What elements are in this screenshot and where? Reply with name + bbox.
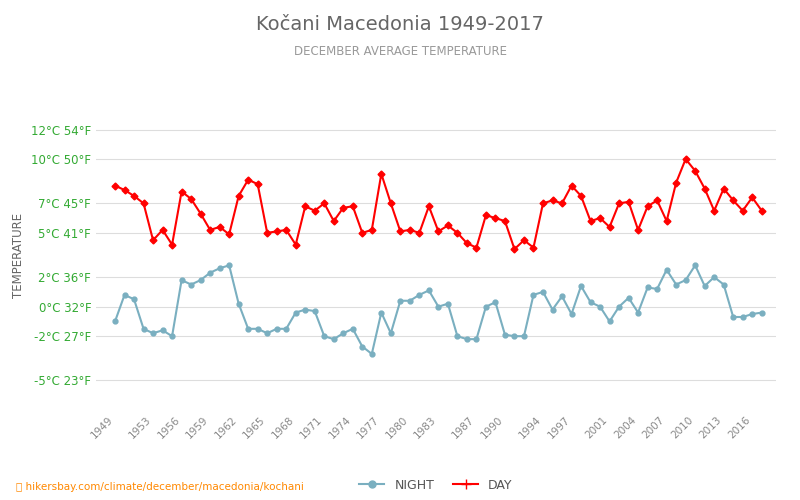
DAY [614, 200, 624, 206]
DAY [510, 246, 519, 252]
Text: Kočani Macedonia 1949-2017: Kočani Macedonia 1949-2017 [256, 15, 544, 34]
DAY [215, 224, 225, 230]
Line: DAY: DAY [113, 156, 764, 252]
DAY [681, 156, 690, 162]
NIGHT [215, 266, 225, 272]
DAY [757, 208, 766, 214]
NIGHT [747, 311, 757, 317]
DAY [747, 194, 757, 200]
NIGHT [110, 318, 120, 324]
NIGHT [500, 332, 510, 338]
DAY [110, 182, 120, 188]
NIGHT [757, 310, 766, 316]
Text: 📍 hikersbay.com/climate/december/macedonia/kochani: 📍 hikersbay.com/climate/december/macedon… [16, 482, 304, 492]
DAY [481, 212, 490, 218]
Legend: NIGHT, DAY: NIGHT, DAY [354, 474, 518, 497]
NIGHT [243, 326, 253, 332]
NIGHT [367, 351, 377, 357]
DAY [234, 193, 243, 199]
NIGHT [158, 328, 167, 334]
NIGHT [224, 262, 234, 268]
Y-axis label: TEMPERATURE: TEMPERATURE [12, 212, 26, 298]
NIGHT [624, 295, 634, 301]
Line: NIGHT: NIGHT [113, 263, 764, 356]
DAY [158, 227, 167, 233]
Text: DECEMBER AVERAGE TEMPERATURE: DECEMBER AVERAGE TEMPERATURE [294, 45, 506, 58]
